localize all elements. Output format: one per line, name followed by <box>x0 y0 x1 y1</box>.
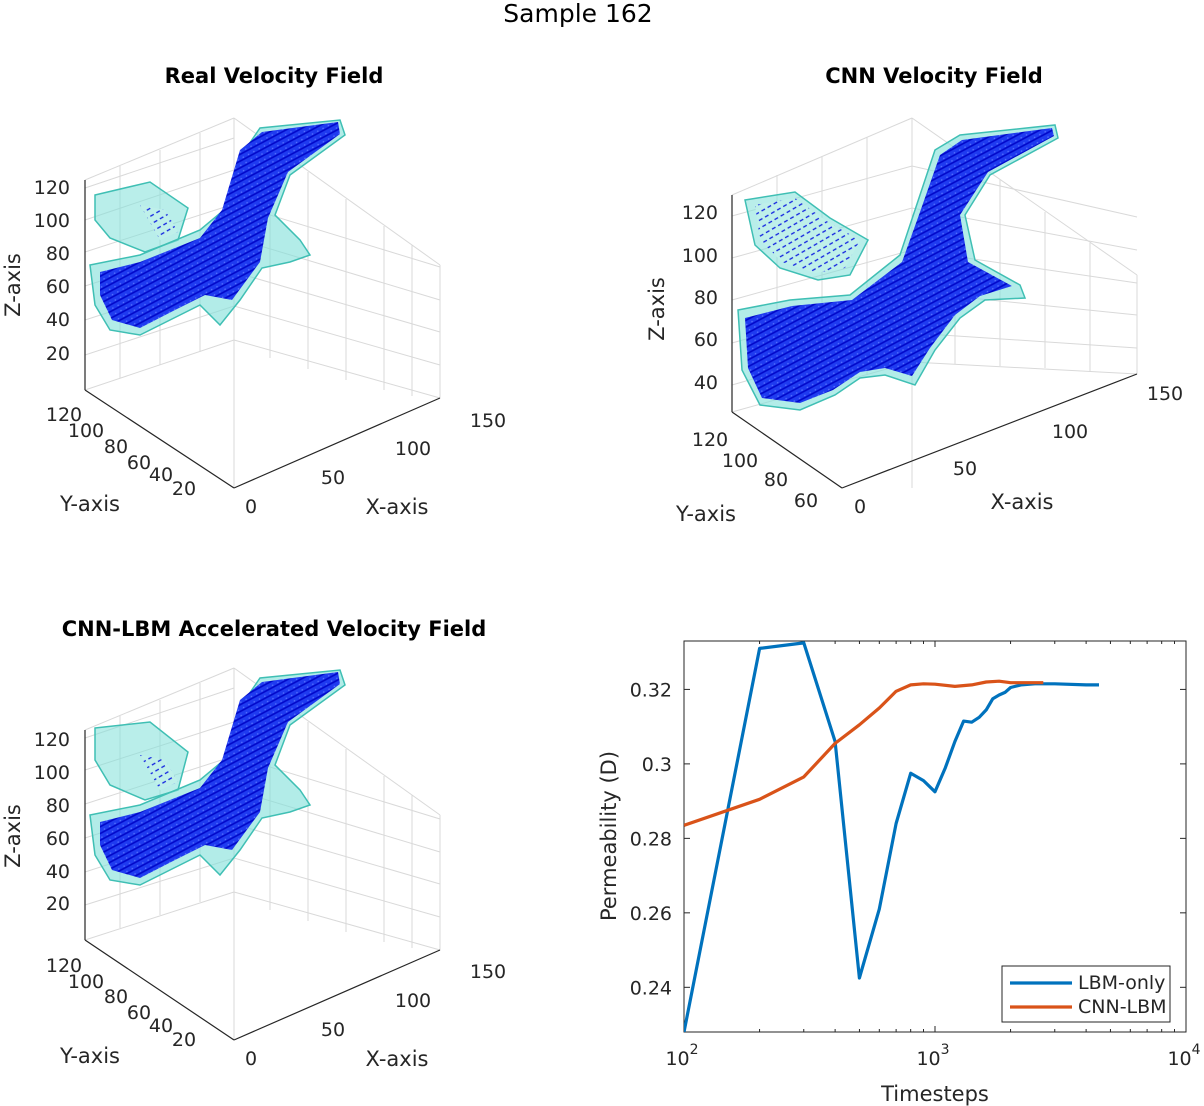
y-axis-label: Permeability (D) <box>597 751 621 921</box>
z-tick: 60 <box>694 329 718 351</box>
z-tick: 20 <box>46 343 70 365</box>
x-axis-label-cnnlbm: X-axis <box>366 1047 429 1071</box>
z-tick: 120 <box>682 202 718 224</box>
z-tick: 80 <box>46 795 70 817</box>
permeability-chart: 0.240.260.280.30.32 102 103 104 Timesteps … <box>597 640 1201 1106</box>
x-tick: 50 <box>321 1019 345 1041</box>
z-tick: 80 <box>46 243 70 265</box>
z-axis-label-cnnlbm: Z-axis <box>1 804 25 868</box>
z-tick: 100 <box>682 245 718 267</box>
y-tick-label: 0.26 <box>630 903 672 925</box>
panel-cnnlbm-velocity: CNN-LBM Accelerated Velocity Field 120 1… <box>1 617 506 1071</box>
y-tick: 100 <box>68 420 104 442</box>
y-tick: 20 <box>172 478 196 500</box>
y-axis-label-real: Y-axis <box>59 492 120 516</box>
x-tick: 0 <box>854 496 866 518</box>
y-axis-ticks: 0.24 0.26 0.28 0.3 0.32 <box>630 679 1186 999</box>
z-tick: 20 <box>46 893 70 915</box>
z-tick: 40 <box>46 309 70 331</box>
x-tick: 150 <box>1147 383 1183 405</box>
x-axis-ticks: 102 103 104 <box>665 641 1201 1070</box>
x-tick: 100 <box>395 438 431 460</box>
y-tick: 80 <box>104 986 128 1008</box>
y-tick: 120 <box>692 429 728 451</box>
z-tick: 100 <box>34 210 70 232</box>
panel-title-cnn: CNN Velocity Field <box>825 64 1043 88</box>
axis-ticks-cnnlbm: 120 100 80 60 40 20 120 100 80 60 40 20 … <box>34 729 506 1070</box>
x-tick: 150 <box>470 961 506 983</box>
y-tick: 60 <box>127 452 151 474</box>
series-lines <box>684 641 1099 1032</box>
x-tick: 50 <box>953 458 977 480</box>
velocity-vectors-real <box>100 122 340 328</box>
y-tick-label: 0.28 <box>630 828 672 850</box>
panel-title-real: Real Velocity Field <box>165 64 384 88</box>
panel-title-cnnlbm: CNN-LBM Accelerated Velocity Field <box>62 617 487 641</box>
series-line-cnn-lbm <box>684 679 1044 827</box>
x-tick: 50 <box>321 467 345 489</box>
velocity-vectors-cnnlbm <box>100 672 340 878</box>
y-tick-label: 0.32 <box>630 679 672 701</box>
z-tick: 100 <box>34 762 70 784</box>
x-tick: 100 <box>1052 421 1088 443</box>
x-tick: 100 <box>395 990 431 1012</box>
y-axis-label-cnnlbm: Y-axis <box>59 1044 120 1068</box>
y-tick: 40 <box>149 464 173 486</box>
x-tick: 0 <box>245 496 257 518</box>
z-axis-label-cnn: Z-axis <box>645 277 669 341</box>
x-axis-label-cnn: X-axis <box>991 490 1054 514</box>
x-axis-label-real: X-axis <box>366 495 429 519</box>
figure-supertitle: Sample 162 <box>503 0 652 28</box>
legend-label: CNN-LBM <box>1078 996 1167 1018</box>
y-tick: 120 <box>46 955 82 977</box>
velocity-vectors-cnn <box>745 128 1054 403</box>
y-tick-label: 0.24 <box>630 977 672 999</box>
z-tick: 60 <box>46 828 70 850</box>
z-tick: 80 <box>694 287 718 309</box>
y-tick: 60 <box>127 1002 151 1024</box>
y-axis-label-cnn: Y-axis <box>675 502 736 526</box>
x-tick: 150 <box>470 410 506 432</box>
z-tick: 60 <box>46 276 70 298</box>
legend-box <box>1001 965 1171 1023</box>
x-tick-label: 103 <box>916 1042 949 1070</box>
x-tick: 0 <box>245 1048 257 1070</box>
y-tick: 80 <box>764 469 788 491</box>
axis-ticks-real: 120 100 80 60 40 20 120 100 80 60 40 20 … <box>34 177 506 518</box>
y-tick: 60 <box>794 490 818 512</box>
x-tick-label: 102 <box>665 1042 698 1070</box>
x-tick-label: 104 <box>1167 1042 1200 1070</box>
series-line-lbm-only <box>684 641 1099 1032</box>
y-tick: 80 <box>104 436 128 458</box>
z-tick: 40 <box>694 372 718 394</box>
panel-real-velocity: Real Velocity Field 120 100 80 60 40 20 … <box>1 64 506 519</box>
y-tick: 100 <box>722 450 758 472</box>
y-tick-label: 0.3 <box>642 754 672 776</box>
y-tick: 40 <box>149 1015 173 1037</box>
axis-ticks-cnn: 120 100 80 60 40 120 100 80 60 0 50 100 … <box>682 195 1183 518</box>
y-tick: 20 <box>172 1029 196 1051</box>
z-tick: 120 <box>34 177 70 199</box>
panel-cnn-velocity: CNN Velocity Field 120 100 80 60 40 120 … <box>645 64 1183 526</box>
z-tick: 120 <box>34 729 70 751</box>
legend-label: LBM-only <box>1078 972 1165 994</box>
z-axis-label-real: Z-axis <box>1 253 25 317</box>
x-axis-label: Timesteps <box>880 1082 989 1106</box>
z-tick: 40 <box>46 861 70 883</box>
y-tick: 120 <box>46 404 82 426</box>
y-tick: 100 <box>68 971 104 993</box>
